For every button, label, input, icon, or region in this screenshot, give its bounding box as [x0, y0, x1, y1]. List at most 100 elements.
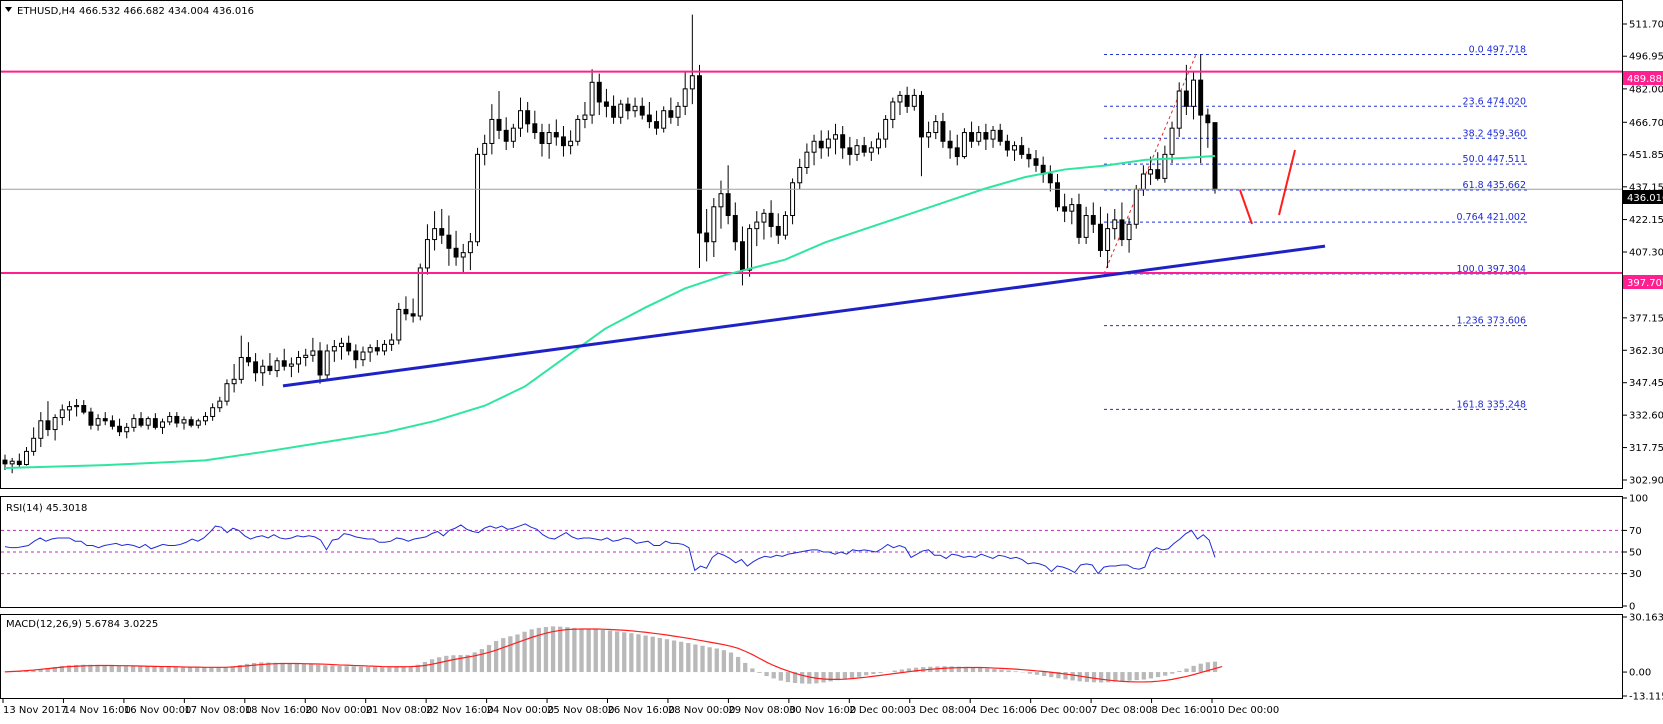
candle-bear [1097, 223, 1103, 251]
chart-symbol: ETHUSD,H4 [17, 6, 75, 17]
candle-bear [281, 360, 287, 367]
candle-bear [1119, 219, 1125, 241]
candle-bull [1169, 127, 1175, 155]
candle-bear [553, 132, 559, 138]
candle-bull [868, 147, 874, 153]
candle-bull [1140, 173, 1146, 190]
fib-level-label: 23.6 474.020 [1463, 96, 1526, 107]
candle-bull [167, 415, 173, 423]
price-panel-frame [0, 0, 1623, 489]
candle-bear [138, 418, 144, 426]
candle-bull [1133, 188, 1139, 225]
candle-bear [1047, 173, 1053, 184]
price-tick-label: 437.150 [1629, 182, 1663, 193]
candle-bull [217, 400, 223, 409]
candle-bull [568, 140, 574, 147]
candle-bear [439, 228, 445, 236]
resistance-badge-text: 489.885 [1627, 74, 1663, 85]
candle-bull [475, 153, 481, 243]
candle-bear [1198, 79, 1204, 116]
time-tick-label: 22 Nov 16:00 [426, 705, 493, 716]
candle-bull [890, 101, 896, 120]
candle-bear [840, 134, 846, 149]
candle-bear [997, 129, 1003, 142]
price-tick-label: 496.950 [1629, 52, 1663, 63]
candle-bull [303, 354, 309, 358]
rsi-line [4, 523, 1216, 575]
candle-bear [732, 215, 738, 243]
time-tick-label: 4 Dec 16:00 [970, 705, 1031, 716]
candle-bull [1148, 169, 1154, 175]
candle-bear [496, 118, 502, 131]
macd-signal-line [4, 628, 1223, 683]
candle-bull [711, 206, 717, 243]
candle-bear [861, 145, 867, 153]
candle-bull [883, 118, 889, 140]
candle-bear [646, 114, 652, 123]
price-axis: 511.700 496.950 482.000 466.700 451.850 437.1… [1622, 20, 1663, 487]
candle-bull [761, 212, 767, 223]
candle-bear [611, 105, 617, 118]
time-tick-label: 28 Nov 00:00 [668, 705, 735, 716]
price-tick-label: 332.600 [1629, 411, 1663, 422]
dropdown-triangle-icon[interactable] [5, 7, 12, 12]
candle-bull [288, 363, 294, 367]
candle-bull [797, 166, 803, 184]
candle-bull [876, 138, 881, 149]
candle-bear [1205, 114, 1211, 124]
candle-bear [704, 232, 710, 243]
candle-bear [1004, 140, 1010, 151]
candle-bull [1162, 153, 1168, 179]
rsi-layer: 100 70 50 30 0 [1, 494, 1648, 613]
time-tick-label: 21 Nov 08:00 [366, 705, 433, 716]
candle-bear [603, 101, 609, 107]
candle-bear [560, 136, 566, 147]
candle-bull [854, 145, 860, 155]
candle-bull [324, 350, 330, 376]
candle-bear [954, 147, 960, 158]
candle-bear [245, 356, 251, 363]
candle-bear [697, 75, 702, 234]
candle-bear [525, 110, 531, 125]
candle-bull [990, 129, 996, 140]
candle-bear [403, 308, 409, 315]
candle-bull [632, 105, 638, 112]
candle-bear [904, 94, 910, 107]
time-tick-label: 26 Nov 16:00 [608, 705, 675, 716]
candle-bull [897, 94, 903, 103]
price-tick-label: 377.150 [1629, 313, 1663, 324]
resistance-badge [1623, 71, 1663, 85]
arrow-up-stroke [1278, 149, 1296, 216]
rsi-axis-label: 0 [1629, 602, 1635, 613]
candle-bear [725, 193, 731, 217]
time-tick-label: 7 Dec 08:00 [1091, 705, 1152, 716]
candle-bear [374, 347, 380, 352]
candle-bull [804, 151, 810, 168]
price-tick-label: 511.700 [1629, 20, 1663, 31]
candle-bear [847, 147, 853, 155]
trendline[interactable] [282, 244, 1326, 388]
candle-bull [825, 138, 831, 149]
candle-bull [926, 132, 932, 138]
candle-bull [682, 88, 688, 107]
candle-bull [360, 351, 366, 361]
candle-bear [947, 140, 953, 149]
time-tick-label: 3 Dec 08:00 [910, 705, 971, 716]
price-tick-label: 451.850 [1629, 150, 1663, 161]
time-tick-label: 6 Dec 00:00 [1031, 705, 1092, 716]
candle-bull [238, 356, 244, 380]
candle-bull [747, 228, 753, 271]
current-price-badge [1623, 190, 1663, 204]
candle-bull [911, 94, 917, 107]
time-tick-label: 29 Nov 08:00 [728, 705, 795, 716]
candle-bear [446, 234, 452, 249]
time-tick-label: 16 Nov 00:00 [124, 705, 191, 716]
candle-bull [131, 418, 137, 428]
fib-level-label: 50.0 447.511 [1463, 154, 1526, 165]
candle-bear [1055, 182, 1060, 208]
support-badge-text: 397.707 [1627, 278, 1663, 289]
candle-bear [668, 110, 674, 118]
candle-bull [432, 228, 438, 241]
